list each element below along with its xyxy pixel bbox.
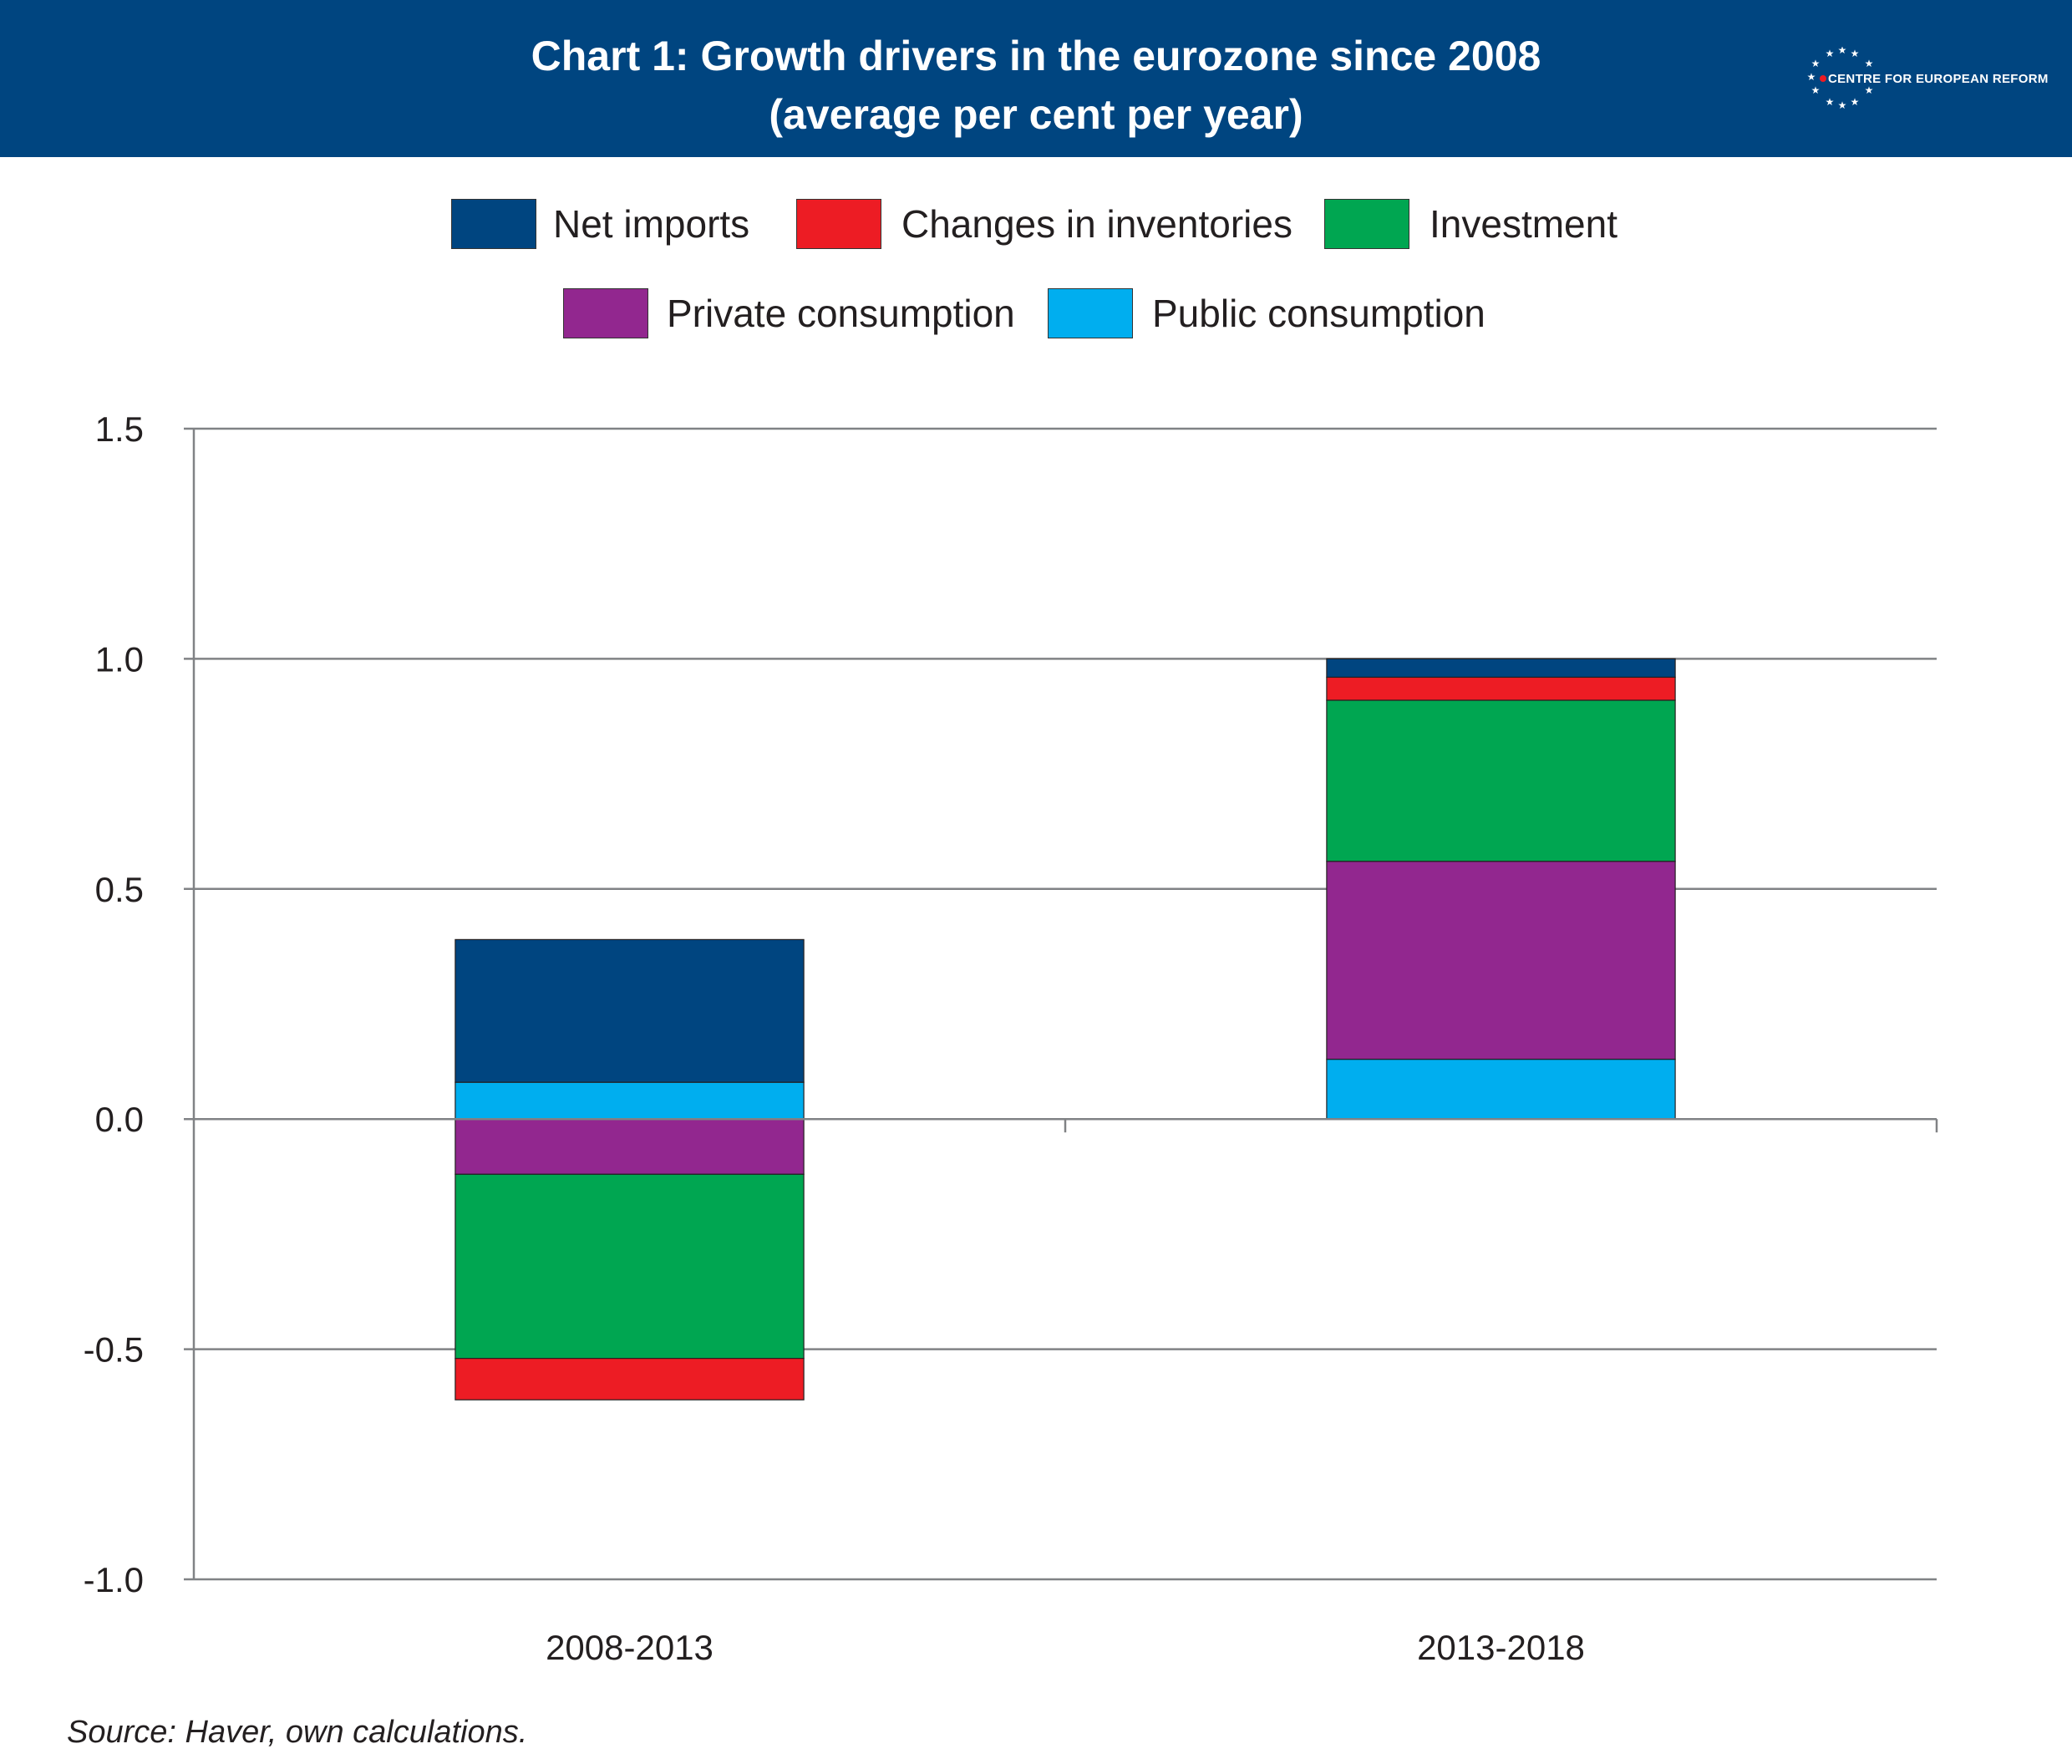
legend-label-investment: Investment (1430, 202, 1617, 246)
bar-segment-private-consumption (455, 1118, 805, 1175)
bar-segment-public-consumption (455, 1081, 805, 1120)
bar-segment-public-consumption (1326, 1058, 1676, 1120)
legend-label-changes-in-inventories: Changes in inventories (901, 202, 1292, 246)
svg-text:★: ★ (1807, 71, 1816, 83)
legend-swatch-private-consumption (563, 288, 648, 338)
svg-text:★: ★ (1865, 58, 1874, 69)
y-tick-label: 1.5 (95, 409, 144, 449)
svg-text:★: ★ (1811, 58, 1821, 69)
legend-label-net-imports: Net imports (553, 202, 750, 246)
x-category-label: 2013-2018 (1417, 1628, 1585, 1667)
legend-swatch-net-imports (451, 199, 536, 249)
bar-segment-changes-in-inventories (1326, 676, 1676, 701)
x-category-label: 2008-2013 (546, 1628, 714, 1667)
svg-text:★: ★ (1838, 47, 1847, 56)
chart-subtitle: (average per cent per year) (769, 91, 1303, 138)
bar-segment-net-imports (1326, 658, 1676, 679)
bar-segment-changes-in-inventories (455, 1358, 805, 1401)
svg-text:★: ★ (1851, 48, 1860, 59)
legend-label-public-consumption: Public consumption (1152, 292, 1485, 335)
header-banner: Chart 1: Growth drivers in the eurozone … (0, 0, 2072, 157)
legend-label-private-consumption: Private consumption (667, 292, 1015, 335)
svg-text:★: ★ (1851, 96, 1860, 108)
bar-segment-investment (455, 1173, 805, 1360)
chart-title: Chart 1: Growth drivers in the eurozone … (531, 33, 1541, 79)
y-tick-label: -0.5 (84, 1330, 144, 1370)
cer-stars-logo: ★ ★ ★ ★ ★ ★ ★ ★ ★ ★ ★ (1807, 47, 1874, 111)
y-tick-label: 1.0 (95, 639, 144, 679)
legend-swatch-public-consumption (1048, 288, 1133, 338)
bar-segment-investment (1326, 699, 1676, 862)
bar-segment-net-imports (455, 938, 805, 1083)
svg-text:★: ★ (1826, 96, 1835, 108)
svg-text:★: ★ (1811, 84, 1821, 96)
y-tick-label: 0.5 (95, 870, 144, 909)
svg-text:★: ★ (1865, 84, 1874, 96)
svg-text:★: ★ (1826, 48, 1835, 59)
legend-swatch-investment (1324, 199, 1409, 249)
y-tick-label: -1.0 (84, 1560, 144, 1599)
logo-wordmark: CENTRE FOR EUROPEAN REFORM (1828, 72, 2049, 86)
svg-text:★: ★ (1838, 99, 1847, 111)
source-note: Source: Haver, own calculations. (67, 1715, 528, 1750)
y-tick-label: 0.0 (95, 1100, 144, 1139)
bar-segment-private-consumption (1326, 861, 1676, 1060)
legend-swatch-changes-in-inventories (796, 199, 881, 249)
